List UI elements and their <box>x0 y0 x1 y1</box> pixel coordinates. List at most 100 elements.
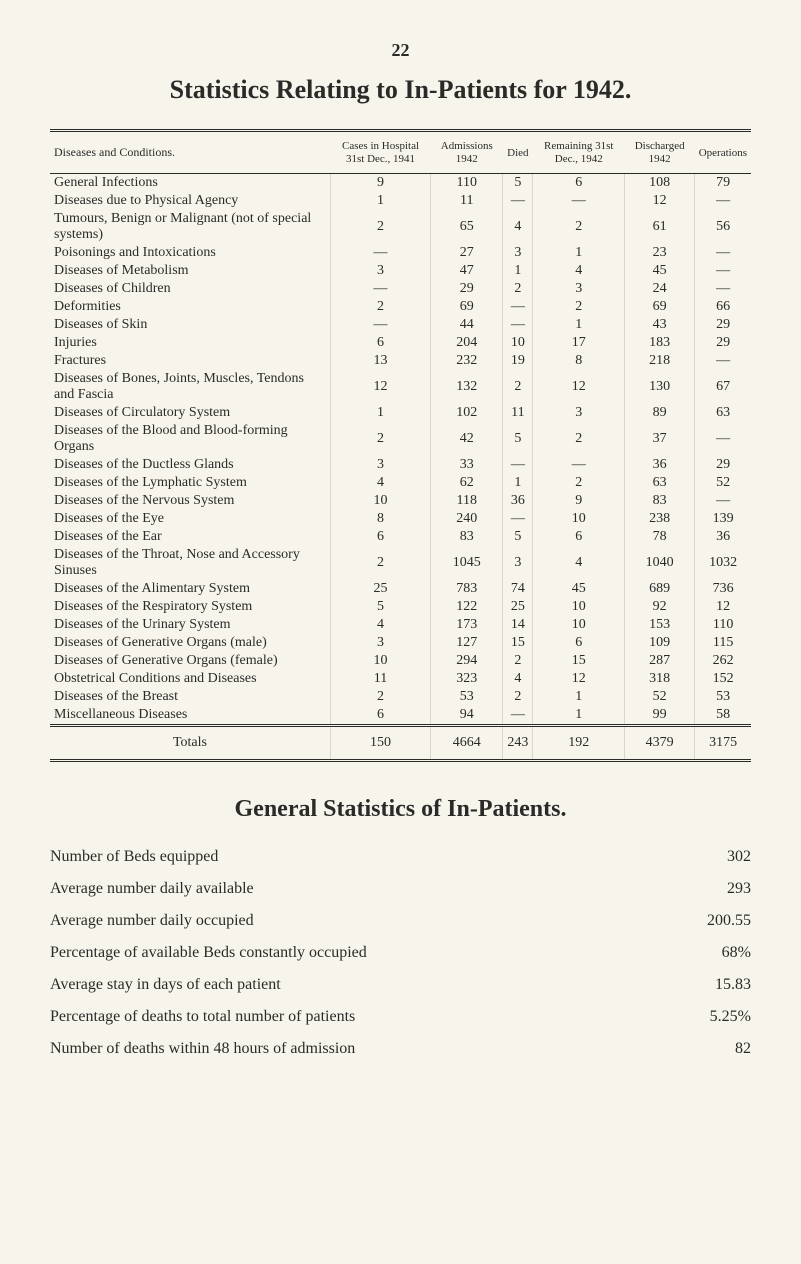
table-row: Diseases of Skin—44—14329 <box>50 316 751 334</box>
cell: 74 <box>503 580 533 598</box>
table-row: Tumours, Benign or Malignant (not of spe… <box>50 210 751 244</box>
cell: 736 <box>695 580 751 598</box>
cell: — <box>695 352 751 370</box>
cell: 14 <box>503 616 533 634</box>
cell: 130 <box>625 370 695 404</box>
cell: 323 <box>431 670 503 688</box>
col-discharged: Discharged 1942 <box>625 131 695 174</box>
totals-cell: 150 <box>330 726 430 761</box>
table-header-row: Diseases and Conditions. Cases in Hospit… <box>50 131 751 174</box>
cell: 29 <box>695 456 751 474</box>
stat-label: Percentage of deaths to total number of … <box>50 1001 355 1033</box>
row-label: Diseases of Metabolism <box>50 262 330 280</box>
cell: 15 <box>503 634 533 652</box>
stat-label: Average stay in days of each patient <box>50 969 281 1001</box>
stat-dots <box>218 841 665 873</box>
stat-row: Average stay in days of each patient15.8… <box>50 969 751 1001</box>
cell: 29 <box>695 334 751 352</box>
row-label: Diseases of the Urinary System <box>50 616 330 634</box>
totals-row: Totals150466424319243793175 <box>50 726 751 761</box>
stat-row: Percentage of available Beds constantly … <box>50 937 751 969</box>
cell: — <box>695 262 751 280</box>
cell: 99 <box>625 706 695 726</box>
cell: 4 <box>330 616 430 634</box>
row-label: Diseases of Generative Organs (male) <box>50 634 330 652</box>
stat-label: Average number daily available <box>50 873 254 905</box>
cell: — <box>503 706 533 726</box>
table-row: Diseases of the Alimentary System2578374… <box>50 580 751 598</box>
section-subtitle: General Statistics of In-Patients. <box>50 796 751 823</box>
row-label: Deformities <box>50 298 330 316</box>
cell: 238 <box>625 510 695 528</box>
table-row: Diseases of the Ear683567836 <box>50 528 751 546</box>
row-label: Diseases of the Breast <box>50 688 330 706</box>
cell: — <box>503 316 533 334</box>
cell: 2 <box>330 688 430 706</box>
cell: 1 <box>330 404 430 422</box>
cell: 3 <box>503 244 533 262</box>
table-row: Diseases of the Ductless Glands333——3629 <box>50 456 751 474</box>
cell: 204 <box>431 334 503 352</box>
table-row: Diseases of Generative Organs (female)10… <box>50 652 751 670</box>
table-row: Diseases of the Urinary System4173141015… <box>50 616 751 634</box>
cell: — <box>330 244 430 262</box>
cell: 12 <box>330 370 430 404</box>
cell: 52 <box>625 688 695 706</box>
cell: 44 <box>431 316 503 334</box>
col-operations: Operations <box>695 131 751 174</box>
cell: 139 <box>695 510 751 528</box>
stat-value: 82 <box>665 1033 751 1065</box>
cell: 63 <box>625 474 695 492</box>
col-remaining: Remaining 31st Dec., 1942 <box>533 131 625 174</box>
row-label: Tumours, Benign or Malignant (not of spe… <box>50 210 330 244</box>
cell: 153 <box>625 616 695 634</box>
table-row: Diseases of the Eye8240—10238139 <box>50 510 751 528</box>
cell: 9 <box>330 174 430 193</box>
cell: 2 <box>533 298 625 316</box>
cell: — <box>330 316 430 334</box>
cell: 92 <box>625 598 695 616</box>
col-cases-1941: Cases in Hospital 31st Dec., 1941 <box>330 131 430 174</box>
statistics-table: Diseases and Conditions. Cases in Hospit… <box>50 129 751 762</box>
stat-dots <box>254 905 665 937</box>
row-label: Diseases of the Alimentary System <box>50 580 330 598</box>
cell: 1 <box>533 688 625 706</box>
row-label: Diseases of Skin <box>50 316 330 334</box>
row-label: Injuries <box>50 334 330 352</box>
cell: 5 <box>330 598 430 616</box>
cell: 29 <box>695 316 751 334</box>
cell: 45 <box>533 580 625 598</box>
cell: — <box>695 244 751 262</box>
cell: 94 <box>431 706 503 726</box>
totals-label: Totals <box>50 726 330 761</box>
cell: 6 <box>330 528 430 546</box>
cell: 24 <box>625 280 695 298</box>
cell: 102 <box>431 404 503 422</box>
cell: 15 <box>533 652 625 670</box>
cell: 1032 <box>695 546 751 580</box>
cell: 13 <box>330 352 430 370</box>
row-label: Obstetrical Conditions and Diseases <box>50 670 330 688</box>
cell: 69 <box>431 298 503 316</box>
cell: 27 <box>431 244 503 262</box>
cell: 318 <box>625 670 695 688</box>
cell: 2 <box>503 280 533 298</box>
cell: 1 <box>503 474 533 492</box>
cell: — <box>695 422 751 456</box>
col-admissions: Admissions 1942 <box>431 131 503 174</box>
cell: — <box>695 492 751 510</box>
cell: 4 <box>330 474 430 492</box>
cell: 10 <box>330 652 430 670</box>
cell: 69 <box>625 298 695 316</box>
table-row: Miscellaneous Diseases694—19958 <box>50 706 751 726</box>
totals-cell: 243 <box>503 726 533 761</box>
totals-cell: 192 <box>533 726 625 761</box>
cell: 89 <box>625 404 695 422</box>
table-row: Diseases of Bones, Joints, Muscles, Tend… <box>50 370 751 404</box>
cell: 11 <box>503 404 533 422</box>
cell: 6 <box>330 706 430 726</box>
cell: — <box>503 510 533 528</box>
table-row: Diseases of the Blood and Blood-forming … <box>50 422 751 456</box>
cell: — <box>533 192 625 210</box>
cell: 783 <box>431 580 503 598</box>
